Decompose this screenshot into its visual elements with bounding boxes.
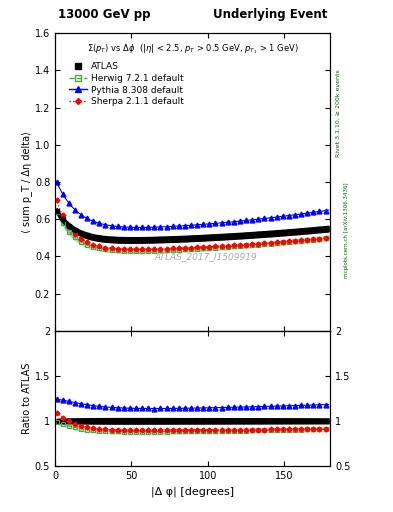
Text: Underlying Event: Underlying Event	[213, 8, 327, 22]
Y-axis label: ⟨ sum p_T / Δη delta⟩: ⟨ sum p_T / Δη delta⟩	[21, 131, 32, 233]
Text: 13000 GeV pp: 13000 GeV pp	[58, 8, 150, 22]
X-axis label: |Δ φ| [degrees]: |Δ φ| [degrees]	[151, 486, 234, 497]
Legend: ATLAS, Herwig 7.2.1 default, Pythia 8.308 default, Sherpa 2.1.1 default: ATLAS, Herwig 7.2.1 default, Pythia 8.30…	[65, 58, 188, 110]
Text: $\Sigma(p_T)$ vs $\Delta\phi$  ($|\eta|$ < 2.5, $p_T$ > 0.5 GeV, $p_{T_1}$ > 1 G: $\Sigma(p_T)$ vs $\Delta\phi$ ($|\eta|$ …	[87, 42, 298, 56]
Text: ATLAS_2017_I1509919: ATLAS_2017_I1509919	[155, 252, 258, 261]
Y-axis label: Ratio to ATLAS: Ratio to ATLAS	[22, 362, 32, 434]
Text: Rivet 3.1.10, ≥ 200k events: Rivet 3.1.10, ≥ 200k events	[336, 69, 341, 157]
Text: mcplots.cern.ch [arXiv:1306.3436]: mcplots.cern.ch [arXiv:1306.3436]	[344, 183, 349, 278]
